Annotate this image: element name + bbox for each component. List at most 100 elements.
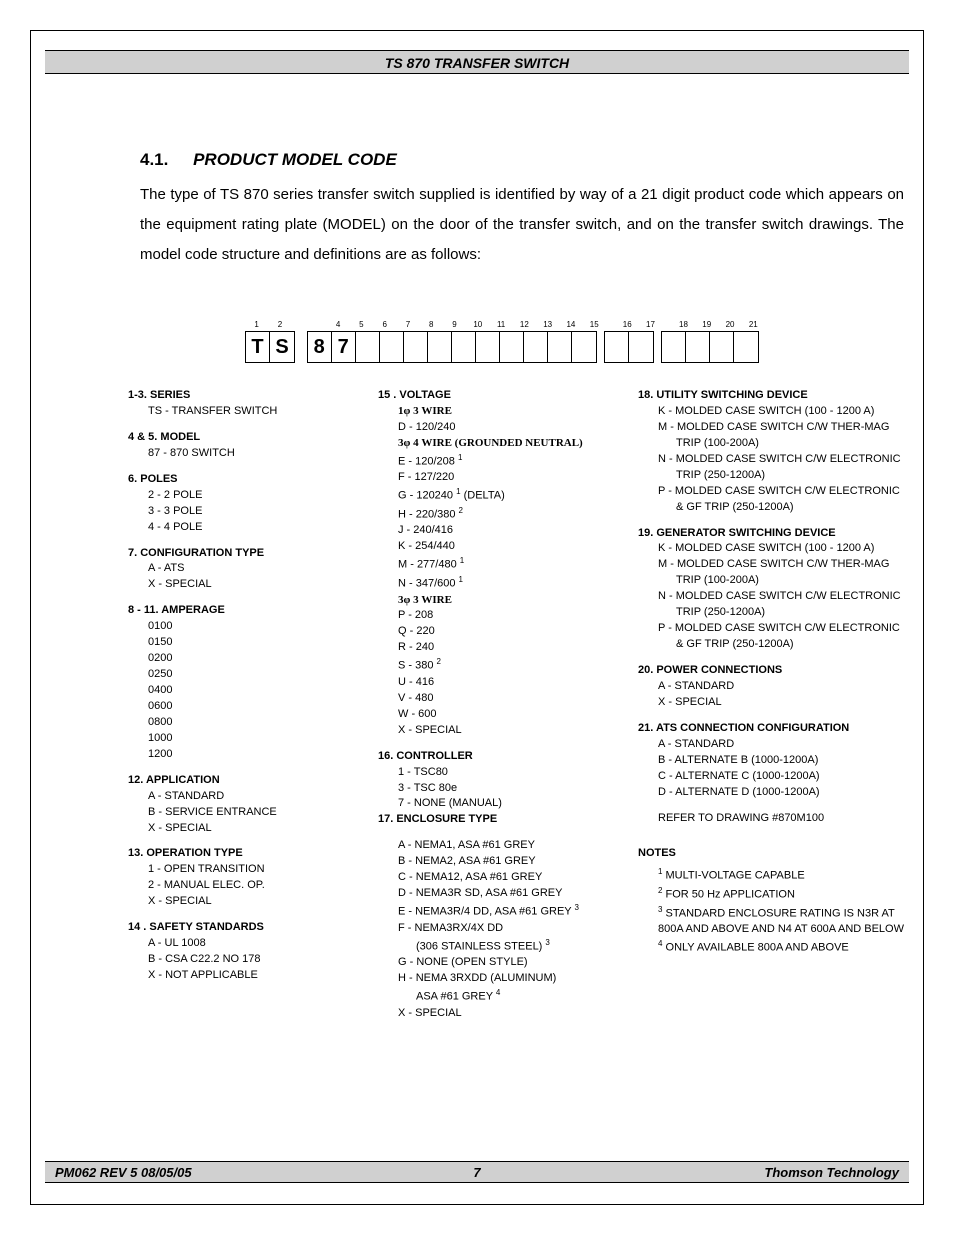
digit-8 xyxy=(404,332,428,362)
list-item-cont: TRIP (250-1200A) xyxy=(638,605,909,621)
list-item: 87 - 870 SWITCH xyxy=(128,446,378,462)
box-row: T S 8 7 xyxy=(245,331,765,363)
digit-17 xyxy=(629,332,653,362)
list-item: 0200 xyxy=(128,651,378,667)
list-item: E - NEMA3R/4 DD, ASA #61 GREY 3 xyxy=(378,902,638,921)
list-item: B - NEMA2, ASA #61 GREY xyxy=(378,854,638,870)
column-1: 1-3. SERIES TS - TRANSFER SWITCH 4 & 5. … xyxy=(128,388,378,1022)
sub-3p4w: 3φ 4 WIRE (GROUNDED NEUTRAL) xyxy=(378,436,638,452)
list-item: X - SPECIAL xyxy=(638,695,909,711)
list-item: Q - 220 xyxy=(378,624,638,640)
list-item-cont: (306 STAINLESS STEEL) 3 xyxy=(378,937,638,956)
h-utility: 18. UTILITY SWITCHING DEVICE xyxy=(638,388,909,404)
h-power: 20. POWER CONNECTIONS xyxy=(638,663,909,679)
list-item: 0800 xyxy=(128,715,378,731)
list-item: W - 600 xyxy=(378,707,638,723)
list-item: 1 - TSC80 xyxy=(378,765,638,781)
digit-13 xyxy=(524,332,548,362)
h-config: 7. CONFIGURATION TYPE xyxy=(128,546,378,562)
definition-columns: 1-3. SERIES TS - TRANSFER SWITCH 4 & 5. … xyxy=(128,388,909,1022)
list-item: X - SPECIAL xyxy=(128,894,378,910)
list-item: 0250 xyxy=(128,667,378,683)
list-item: A - NEMA1, ASA #61 GREY xyxy=(378,838,638,854)
box-group-tail xyxy=(661,331,759,363)
h-operation: 13. OPERATION TYPE xyxy=(128,846,378,862)
list-item: 4 - 4 POLE xyxy=(128,520,378,536)
h-application: 12. APPLICATION xyxy=(128,773,378,789)
list-item: 7 - NONE (MANUAL) xyxy=(378,796,638,812)
list-item: 0100 xyxy=(128,619,378,635)
list-item: K - MOLDED CASE SWITCH (100 - 1200 A) xyxy=(638,404,909,420)
digit-20 xyxy=(710,332,734,362)
list-item: D - NEMA3R SD, ASA #61 GREY xyxy=(378,886,638,902)
list-item: 1 - OPEN TRANSITION xyxy=(128,862,378,878)
list-item: 0150 xyxy=(128,635,378,651)
h-controller: 16. CONTROLLER xyxy=(378,749,638,765)
digit-10 xyxy=(452,332,476,362)
digit-6 xyxy=(356,332,380,362)
list-item: X - SPECIAL xyxy=(378,1006,638,1022)
digit-21 xyxy=(734,332,758,362)
list-item: 3 - 3 POLE xyxy=(128,504,378,520)
digit-16 xyxy=(605,332,629,362)
box-group-series: T S xyxy=(245,331,295,363)
header-bar: TS 870 TRANSFER SWITCH xyxy=(45,50,909,74)
list-item: P - 208 xyxy=(378,608,638,624)
digit-position-labels: 1 2 4 5 6 7 8 9 10 11 12 13 14 15 16 17 … xyxy=(245,320,765,329)
list-item: K - 254/440 xyxy=(378,539,638,555)
footer-left: PM062 REV 5 08/05/05 xyxy=(45,1162,336,1182)
header-title: TS 870 TRANSFER SWITCH xyxy=(385,55,569,71)
list-item-cont: TRIP (250-1200A) xyxy=(638,468,909,484)
list-item: B - CSA C22.2 NO 178 xyxy=(128,952,378,968)
list-item: X - SPECIAL xyxy=(378,723,638,739)
list-item: 1000 xyxy=(128,731,378,747)
column-3: 18. UTILITY SWITCHING DEVICE K - MOLDED … xyxy=(638,388,909,1022)
section-name: PRODUCT MODEL CODE xyxy=(193,150,397,169)
section-number: 4.1. xyxy=(140,150,168,169)
h-poles: 6. POLES xyxy=(128,472,378,488)
digit-2: S xyxy=(270,332,294,362)
h-model: 4 & 5. MODEL xyxy=(128,430,378,446)
list-item: X - SPECIAL xyxy=(128,821,378,837)
list-item: F - 127/220 xyxy=(378,470,638,486)
list-item: N - MOLDED CASE SWITCH C/W ELECTRONIC xyxy=(638,589,909,605)
list-item: 0400 xyxy=(128,683,378,699)
list-item: H - 220/380 2 xyxy=(378,505,638,524)
sub-3p3w: 3φ 3 WIRE xyxy=(378,593,638,609)
list-item: A - UL 1008 xyxy=(128,936,378,952)
note-line: 1 MULTI-VOLTAGE CAPABLE xyxy=(638,866,909,885)
list-item-cont: & GF TRIP (250-1200A) xyxy=(638,500,909,516)
digit-18 xyxy=(662,332,686,362)
h-voltage: 15 . VOLTAGE xyxy=(378,388,638,404)
digit-19 xyxy=(686,332,710,362)
list-item: C - ALTERNATE C (1000-1200A) xyxy=(638,769,909,785)
h-safety: 14 . SAFETY STANDARDS xyxy=(128,920,378,936)
list-item: A - ATS xyxy=(128,561,378,577)
list-item: P - MOLDED CASE SWITCH C/W ELECTRONIC xyxy=(638,484,909,500)
box-group-1617 xyxy=(604,331,654,363)
list-item: B - ALTERNATE B (1000-1200A) xyxy=(638,753,909,769)
h-notes: NOTES xyxy=(638,846,909,862)
list-item-cont: TRIP (100-200A) xyxy=(638,573,909,589)
h-series: 1-3. SERIES xyxy=(128,388,378,404)
list-item: 3 - TSC 80e xyxy=(378,781,638,797)
list-item: G - 120240 1 (DELTA) xyxy=(378,486,638,505)
note-line: 2 FOR 50 Hz APPLICATION xyxy=(638,885,909,904)
notes: NOTES 1 MULTI-VOLTAGE CAPABLE 2 FOR 50 H… xyxy=(638,846,909,956)
list-item: F - NEMA3RX/4X DD xyxy=(378,921,638,937)
list-item: V - 480 xyxy=(378,691,638,707)
digit-4: 8 xyxy=(308,332,332,362)
list-item: M - MOLDED CASE SWITCH C/W THER-MAG xyxy=(638,420,909,436)
list-item: 2 - 2 POLE xyxy=(128,488,378,504)
list-item: D - 120/240 xyxy=(378,420,638,436)
footer-page: 7 xyxy=(336,1162,617,1182)
digit-7 xyxy=(380,332,404,362)
list-item-cont: ASA #61 GREY 4 xyxy=(378,987,638,1006)
list-item: J - 240/416 xyxy=(378,523,638,539)
h-generator: 19. GENERATOR SWITCHING DEVICE xyxy=(638,526,909,542)
list-item: A - STANDARD xyxy=(128,789,378,805)
list-item: U - 416 xyxy=(378,675,638,691)
list-item: H - NEMA 3RXDD (ALUMINUM) xyxy=(378,971,638,987)
list-item: D - ALTERNATE D (1000-1200A) xyxy=(638,785,909,801)
digit-11 xyxy=(476,332,500,362)
